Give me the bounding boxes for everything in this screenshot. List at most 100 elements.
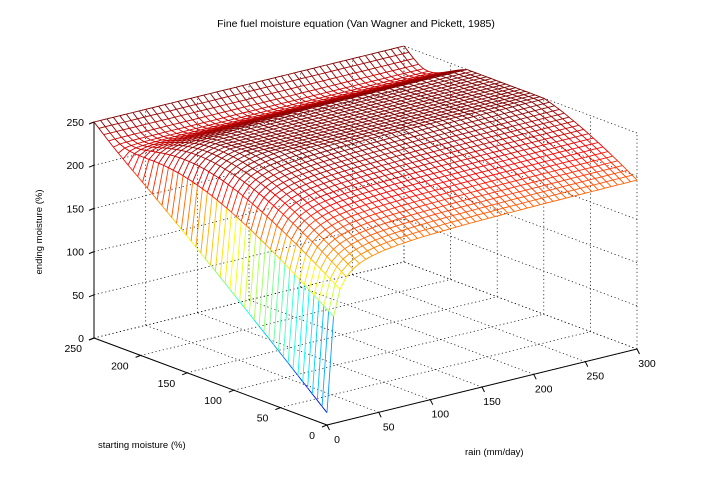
mesh-segment (354, 155, 361, 159)
mesh-segment (544, 98, 550, 103)
mesh-segment (282, 182, 289, 187)
mesh-segment (304, 187, 311, 192)
mesh-segment (346, 208, 353, 213)
mesh-segment (407, 203, 413, 209)
mesh-segment (333, 168, 339, 174)
mesh-segment (412, 182, 420, 186)
mesh-segment (240, 136, 247, 140)
mesh-segment (549, 189, 555, 196)
mesh-segment (158, 105, 164, 113)
mesh-segment (325, 174, 332, 178)
mesh-segment (389, 55, 397, 58)
mesh-segment (505, 127, 512, 133)
mesh-segment (232, 156, 239, 160)
mesh-segment (418, 182, 425, 188)
mesh-segment (297, 220, 305, 229)
mesh-segment (355, 245, 363, 250)
mesh-segment (376, 59, 382, 67)
mesh-segment (480, 132, 487, 135)
mesh-segment (151, 163, 160, 194)
mesh-segment (292, 190, 299, 195)
mesh-segment (316, 207, 324, 213)
mesh-segment (489, 81, 495, 85)
mesh-segment (426, 198, 433, 204)
mesh-segment (420, 197, 428, 201)
mesh-segment (362, 109, 368, 113)
mesh-segment (543, 101, 550, 105)
mesh-segment (452, 167, 459, 174)
mesh-segment (604, 162, 612, 165)
y-tick-label: 0 (309, 430, 315, 442)
mesh-segment (388, 207, 395, 211)
mesh-segment (462, 115, 468, 119)
mesh-segment (180, 115, 187, 122)
mesh-segment (481, 169, 489, 173)
mesh-segment (572, 170, 579, 173)
mesh-segment (459, 144, 465, 150)
mesh-segment (161, 205, 168, 212)
mesh-segment (604, 186, 612, 189)
mesh-segment (333, 243, 341, 250)
mesh-segment (431, 95, 437, 99)
mesh-segment (357, 120, 363, 123)
mesh-segment (130, 120, 137, 127)
mesh-segment (295, 139, 303, 142)
mesh-segment (378, 50, 385, 53)
mesh-segment (370, 185, 376, 191)
mesh-segment (510, 175, 517, 182)
mesh-segment (370, 141, 378, 144)
mesh-segment (431, 227, 438, 234)
mesh-segment (397, 171, 404, 177)
mesh-segment (368, 166, 376, 170)
mesh-segment (367, 195, 374, 199)
mesh-segment (291, 172, 297, 177)
mesh-segment (544, 137, 552, 140)
mesh-segment (389, 122, 397, 126)
mesh-segment (475, 151, 481, 156)
mesh-segment (284, 172, 292, 177)
mesh-segment (394, 161, 400, 167)
mesh-segment (415, 193, 423, 197)
mesh-segment (360, 253, 367, 260)
mesh-segment (134, 153, 140, 157)
mesh-segment (409, 195, 416, 198)
mesh-segment (476, 72, 482, 76)
mesh-segment (439, 77, 447, 80)
mesh-segment (127, 153, 135, 166)
mesh-segment (493, 196, 500, 200)
mesh-segment (235, 195, 244, 217)
mesh-segment (184, 127, 190, 131)
mesh-segment (339, 276, 347, 290)
mesh-segment (234, 116, 242, 120)
mesh-segment (507, 122, 513, 127)
mesh-segment (377, 52, 384, 59)
mesh-segment (384, 50, 390, 58)
mesh-segment (562, 184, 570, 188)
mesh-segment (411, 65, 418, 71)
mesh-segment (426, 220, 434, 224)
mesh-segment (458, 84, 466, 87)
mesh-segment (458, 74, 465, 77)
mesh-segment (270, 135, 276, 139)
mesh-segment (342, 226, 349, 232)
mesh-segment (408, 174, 415, 180)
mesh-segment (418, 160, 425, 166)
mesh-segment (354, 225, 362, 229)
mesh-segment (224, 163, 232, 170)
x-tick-label: 100 (432, 409, 450, 421)
mesh-segment (118, 121, 125, 125)
mesh-segment (324, 72, 331, 80)
mesh-segment (429, 162, 436, 168)
mesh-segment (559, 150, 567, 153)
mesh-segment (475, 100, 481, 103)
mesh-segment (268, 125, 276, 128)
mesh-segment (513, 102, 520, 106)
mesh-segment (177, 142, 185, 146)
mesh-segment (244, 129, 250, 133)
mesh-segment (276, 185, 282, 191)
mesh-segment (462, 101, 469, 105)
mesh-segment (484, 157, 492, 161)
mesh-segment (284, 263, 291, 270)
mesh-segment (323, 107, 329, 111)
mesh-segment (481, 110, 487, 114)
